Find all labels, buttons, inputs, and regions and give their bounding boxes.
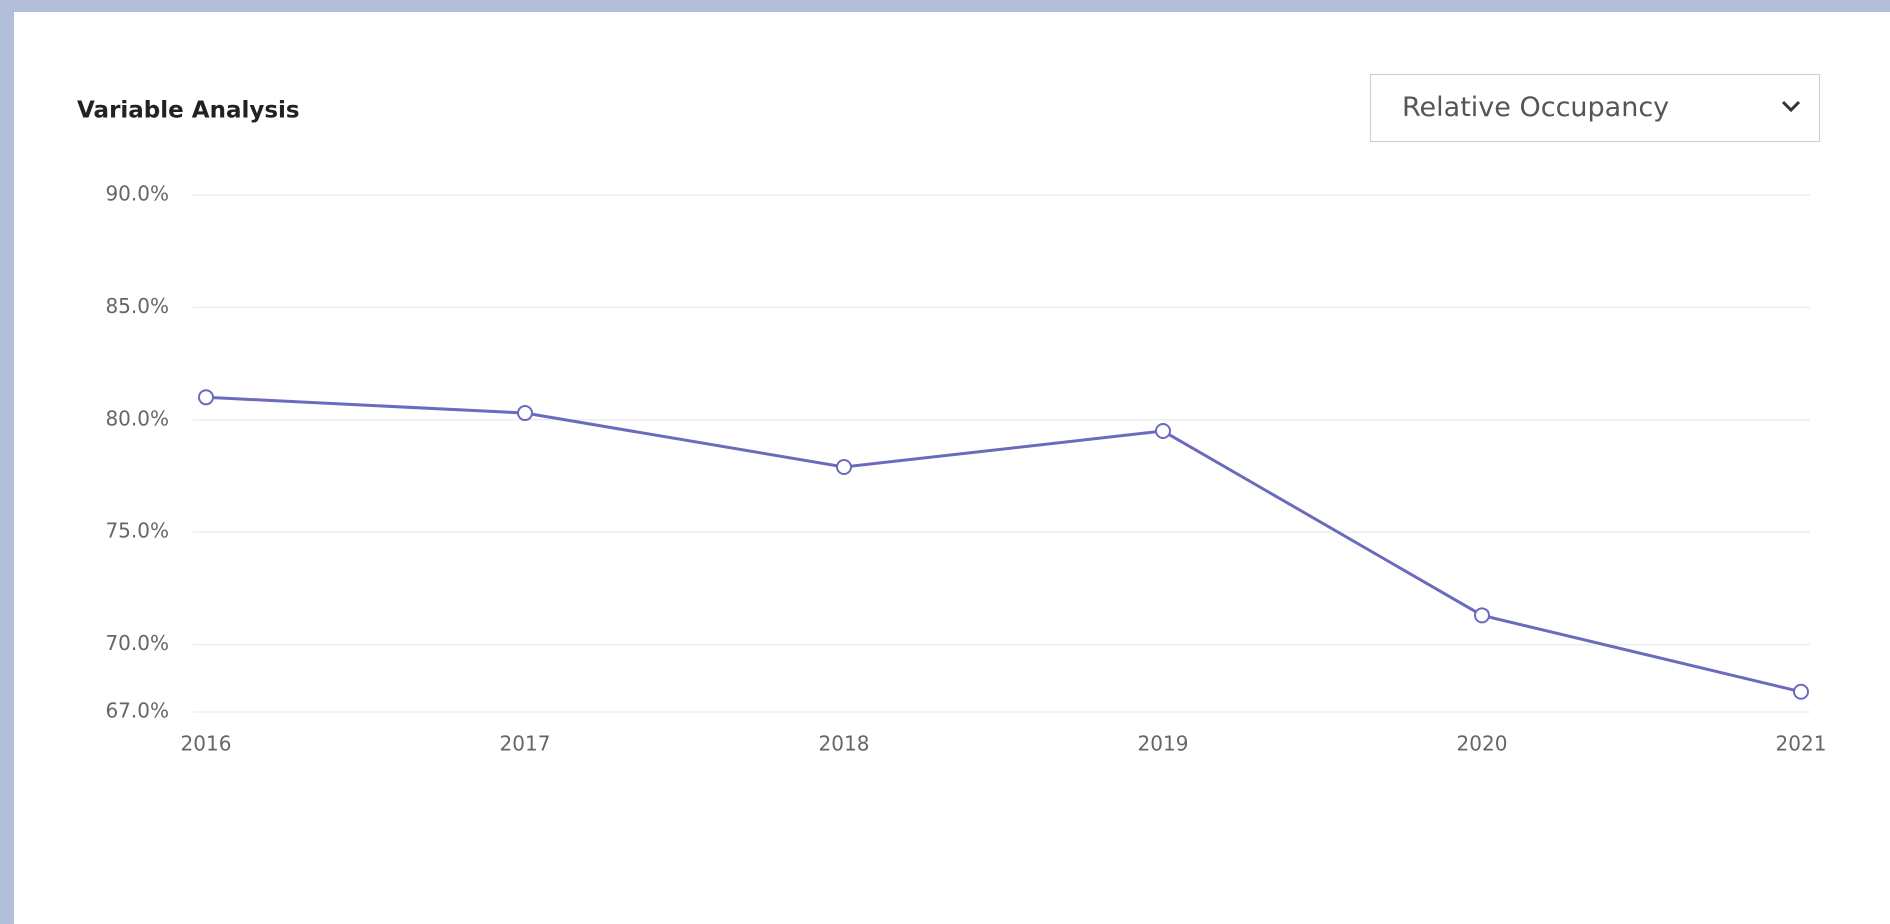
variable-select[interactable]: Relative Occupancy	[1370, 74, 1820, 142]
point	[1155, 423, 1171, 440]
x-tick-label: 2020	[1457, 732, 1508, 756]
point	[198, 389, 214, 406]
y-tick-label: 75.0%	[105, 519, 169, 543]
point	[517, 405, 533, 422]
select-text: Relative Occupancy	[1402, 92, 1670, 123]
point	[836, 458, 852, 475]
series-line	[205, 395, 1802, 694]
x-tick-label: 2017	[500, 732, 551, 756]
x-tick-label: 2016	[181, 732, 232, 756]
x-tick-label: 2018	[819, 732, 870, 756]
chart-title: Variable Analysis	[77, 98, 300, 124]
y-tick-label: 80.0%	[105, 406, 169, 430]
panel	[14, 12, 1890, 924]
y-tick-label: 67.0%	[105, 699, 169, 723]
y-tick-label: 85.0%	[105, 294, 169, 318]
point	[1793, 683, 1809, 700]
y-tick-label: 70.0%	[105, 631, 169, 655]
x-tick-label: 2021	[1776, 732, 1827, 756]
y-tick-label: 90.0%	[105, 182, 169, 206]
chevron	[1781, 100, 1801, 113]
point	[1474, 607, 1490, 624]
x-tick-label: 2019	[1138, 732, 1189, 756]
